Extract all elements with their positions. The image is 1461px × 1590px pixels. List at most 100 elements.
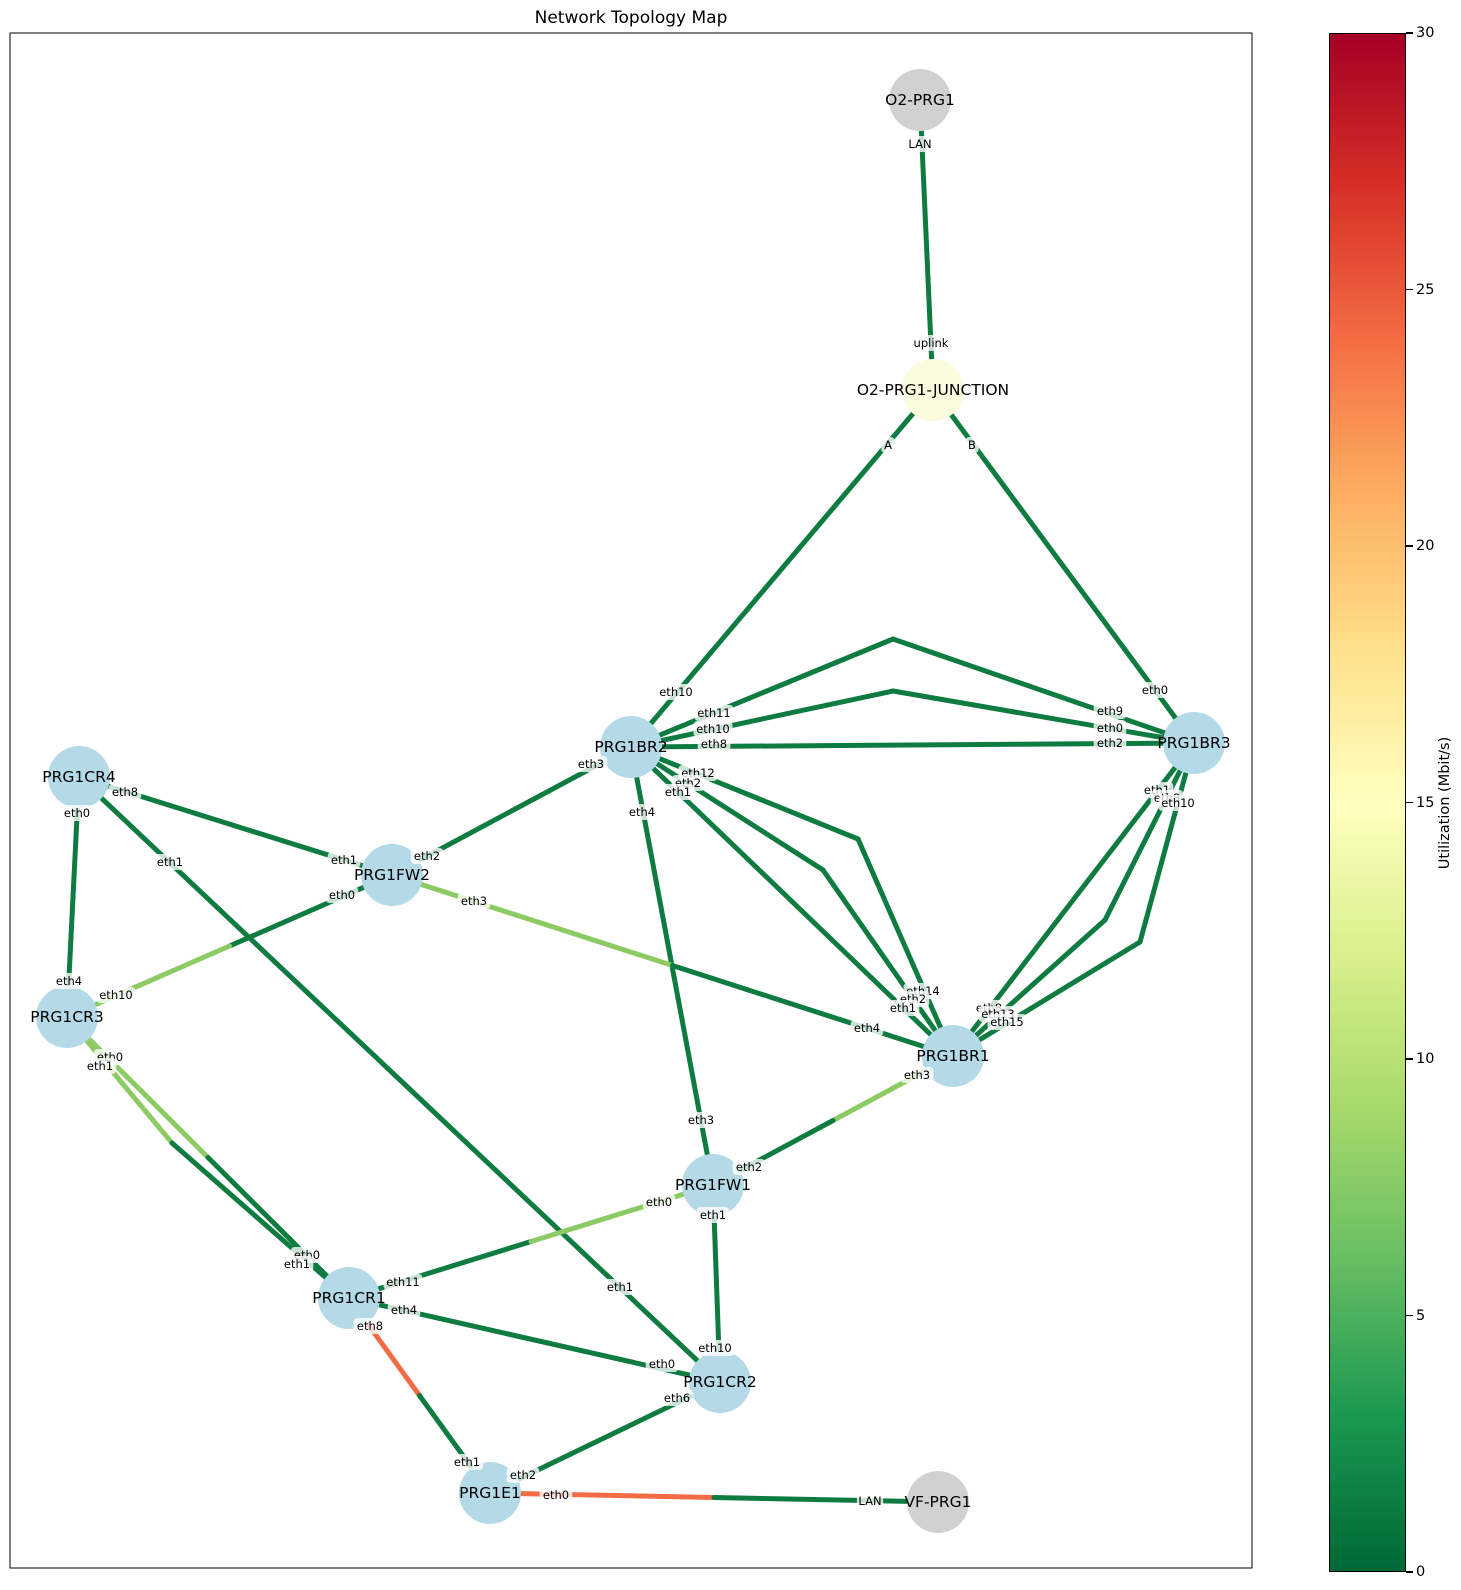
edge-label-O2-PRG1-JUNCTION-A-box bbox=[881, 437, 895, 453]
edge-label-PRG1BR2-eth11-box bbox=[694, 705, 734, 721]
edge-label-PRG1CR3-eth4: eth4 bbox=[56, 974, 82, 988]
edge-label-O2-PRG1-JUNCTION-uplink: uplink bbox=[914, 336, 949, 350]
edge-label-PRG1CR3-eth10: eth10 bbox=[99, 988, 133, 1002]
edge-label-PRG1CR2-eth1-box bbox=[603, 1279, 637, 1295]
edge-label-PRG1FW1-eth3: eth3 bbox=[688, 1113, 714, 1127]
edge-PRG1CR1-PRG1FW1-half-a bbox=[346, 1239, 534, 1301]
node-O2-PRG1-JUNCTION bbox=[902, 359, 964, 421]
edge-PRG1BR3-PRG1BR1-half-a bbox=[1137, 740, 1197, 945]
edge-label-PRG1BR2-eth10-box bbox=[656, 684, 696, 700]
edge-label-O2-PRG1-JUNCTION-A: A bbox=[884, 438, 892, 452]
node-PRG1BR2 bbox=[600, 716, 662, 778]
node-PRG1BR3 bbox=[1163, 712, 1225, 774]
node-label-PRG1CR4: PRG1CR4 bbox=[42, 768, 115, 786]
node-label-PRG1BR1: PRG1BR1 bbox=[916, 1047, 989, 1065]
edge-PRG1BR2-PRG1BR1-half-a bbox=[628, 744, 826, 873]
edge-PRG1BR2-PRG1BR3-half-b bbox=[890, 688, 1197, 746]
edge-label-PRG1CR1-eth1-box bbox=[280, 1256, 314, 1272]
edge-PRG1E1-VF-PRG1-half-a bbox=[487, 1490, 717, 1500]
edge-PRG1BR2-PRG1BR3-half-b bbox=[890, 636, 1197, 746]
edge-PRG1FW2-PRG1BR1-half-a bbox=[389, 872, 675, 968]
colorbar-ticklabel-15: 15 bbox=[1416, 794, 1435, 811]
colorbar-ticklabel-25: 25 bbox=[1416, 281, 1435, 298]
colorbar-ticklabel-5: 5 bbox=[1416, 1307, 1426, 1324]
edge-label-PRG1BR1-eth15-box bbox=[987, 1014, 1027, 1030]
colorbar-tickmark-15 bbox=[1406, 801, 1413, 804]
colorbar-tickmark-0 bbox=[1406, 1571, 1413, 1573]
edge-label-O2-PRG1-LAN: LAN bbox=[908, 137, 931, 151]
edge-label-PRG1CR4-eth0-box bbox=[60, 805, 94, 821]
edge-label-PRG1FW1-eth3-box bbox=[684, 1112, 718, 1128]
node-label-PRG1FW2: PRG1FW2 bbox=[354, 866, 430, 884]
node-label-PRG1CR3: PRG1CR3 bbox=[30, 1008, 103, 1026]
edge-label-PRG1CR2-eth1: eth1 bbox=[607, 1280, 633, 1294]
edge-label-PRG1FW2-eth2: eth2 bbox=[414, 849, 440, 863]
edge-label-PRG1FW2-eth1-box bbox=[327, 852, 361, 868]
edge-label-PRG1CR4-eth0: eth0 bbox=[64, 806, 90, 820]
node-O2-PRG1 bbox=[889, 69, 951, 131]
node-PRG1CR3 bbox=[36, 986, 98, 1048]
edge-label-PRG1E1-eth2: eth2 bbox=[510, 1468, 536, 1482]
edge-PRG1FW2-PRG1BR1-half-b bbox=[670, 963, 956, 1059]
edge-label-O2-PRG1-LAN-box bbox=[906, 136, 934, 152]
colorbar-ticklabel-30: 30 bbox=[1416, 25, 1435, 41]
edge-label-PRG1CR1-eth11: eth11 bbox=[386, 1275, 420, 1289]
edge-label-O2-PRG1-JUNCTION-uplink-box bbox=[908, 335, 954, 351]
edge-label-PRG1BR1-eth4-box bbox=[850, 1020, 884, 1036]
edge-label-PRG1CR3-eth10-box bbox=[96, 987, 136, 1003]
edge-label-PRG1FW2-eth3: eth3 bbox=[461, 894, 487, 908]
edge-PRG1CR3-PRG1CR1-half-a bbox=[64, 1014, 211, 1160]
edge-label-PRG1E1-eth2-box bbox=[506, 1467, 540, 1483]
colorbar-tickmark-30 bbox=[1406, 32, 1413, 34]
edge-label-PRG1FW2-eth3-box bbox=[457, 893, 491, 909]
edge-PRG1CR1-PRG1FW1-half-b bbox=[528, 1182, 716, 1244]
edge-PRG1BR2-PRG1BR1-half-a bbox=[628, 744, 861, 842]
edge-PRG1CR1-PRG1CR2-half-b bbox=[532, 1337, 723, 1385]
edge-PRG1BR2-PRG1FW1-half-b bbox=[669, 963, 716, 1188]
node-label-PRG1CR1: PRG1CR1 bbox=[312, 1289, 385, 1307]
node-label-O2-PRG1-JUNCTION: O2-PRG1-JUNCTION bbox=[857, 381, 1009, 399]
edge-label-PRG1BR1-eth15: eth15 bbox=[990, 1015, 1024, 1029]
edge-label-PRG1FW1-eth0-box bbox=[642, 1194, 676, 1210]
node-VF-PRG1 bbox=[907, 1471, 969, 1533]
edge-PRG1BR2-PRG1BR3-half-a bbox=[628, 636, 896, 750]
colorbar-ticklabel-0: 0 bbox=[1416, 1564, 1426, 1580]
edge-label-PRG1CR3-eth4-box bbox=[52, 973, 86, 989]
edge-PRG1CR4-PRG1CR2-half-a bbox=[76, 774, 402, 1082]
edge-PRG1CR1-PRG1CR2-half-a bbox=[346, 1295, 537, 1343]
edge-label-PRG1BR2-eth8: eth8 bbox=[701, 737, 727, 751]
edge-label-PRG1FW1-eth0: eth0 bbox=[646, 1195, 672, 1209]
edge-O2-PRG1-JUNCTION-PRG1BR2-half-b bbox=[628, 566, 785, 750]
colorbar-tickmark-20 bbox=[1406, 545, 1413, 547]
colorbar-ticklabel-20: 20 bbox=[1416, 538, 1435, 554]
plot-title: Network Topology Map bbox=[534, 8, 728, 28]
edge-PRG1BR2-PRG1BR3-half-a bbox=[628, 742, 915, 750]
edge-label-PRG1CR1-eth8-box bbox=[353, 1318, 387, 1334]
edge-PRG1E1-VF-PRG1-half-b bbox=[711, 1495, 941, 1505]
edge-label-PRG1BR2-eth3-box bbox=[574, 756, 608, 772]
edge-label-PRG1CR2-eth6: eth6 bbox=[664, 1391, 690, 1405]
edge-label-PRG1FW1-eth1: eth1 bbox=[700, 1208, 726, 1222]
edge-label-PRG1CR2-eth0: eth0 bbox=[649, 1357, 675, 1371]
edge-label-O2-PRG1-JUNCTION-B: B bbox=[968, 438, 976, 452]
edge-label-PRG1BR2-eth11: eth11 bbox=[697, 706, 731, 720]
edge-PRG1BR3-PRG1BR1-half-b bbox=[950, 897, 1076, 1059]
edge-label-PRG1CR4-eth1: eth1 bbox=[157, 855, 183, 869]
edge-label-PRG1BR3-eth2-box bbox=[1093, 735, 1127, 751]
edge-label-PRG1BR1-eth4: eth4 bbox=[854, 1021, 880, 1035]
edge-label-PRG1E1-eth1: eth1 bbox=[454, 1455, 480, 1469]
edge-PRG1BR3-PRG1BR1-half-b bbox=[950, 939, 1143, 1059]
node-PRG1CR4 bbox=[48, 746, 110, 808]
edge-PRG1BR3-PRG1BR1-half-a bbox=[1071, 740, 1197, 902]
edge-label-PRG1CR2-eth0-box bbox=[645, 1356, 679, 1372]
edge-label-PRG1FW1-eth2: eth2 bbox=[736, 1160, 762, 1174]
edge-label-PRG1FW1-eth2-box bbox=[732, 1159, 766, 1175]
edge-PRG1BR2-PRG1BR1-half-b bbox=[789, 899, 956, 1059]
node-label-PRG1FW1: PRG1FW1 bbox=[675, 1176, 751, 1194]
edge-label-PRG1BR2-eth10: eth10 bbox=[659, 685, 693, 699]
edge-label-PRG1BR3-eth2: eth2 bbox=[1097, 736, 1123, 750]
edge-O2-PRG1-JUNCTION-PRG1BR3-half-a bbox=[930, 387, 1066, 569]
edge-label-PRG1BR2-eth10-box bbox=[693, 721, 733, 737]
